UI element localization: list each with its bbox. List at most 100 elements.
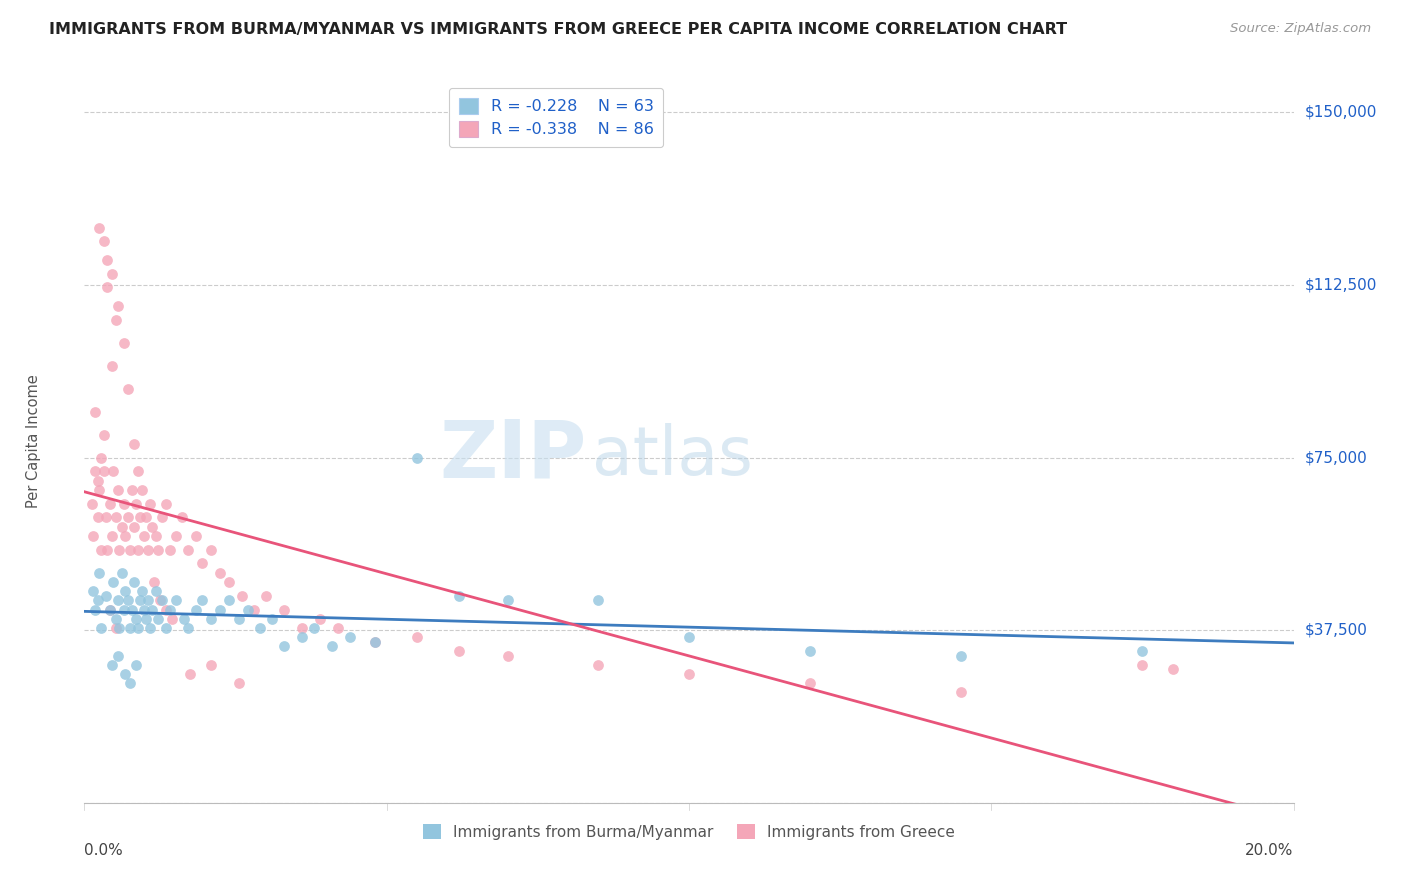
Point [131, 584, 153, 599]
Point [950, 685, 973, 699]
Point [291, 630, 314, 644]
Point [142, 574, 165, 589]
Point [80, 497, 103, 511]
Point [406, 450, 429, 465]
Point [117, 593, 139, 607]
Point [799, 644, 821, 658]
Point [100, 359, 122, 373]
Point [321, 640, 343, 654]
Point [186, 529, 208, 543]
Point [118, 621, 141, 635]
Point [100, 657, 122, 672]
Point [114, 667, 136, 681]
Point [172, 510, 194, 524]
Point [112, 602, 135, 616]
Text: 0.0%: 0.0% [84, 843, 124, 857]
Point [100, 267, 122, 281]
Point [118, 542, 141, 557]
Point [138, 621, 160, 635]
Point [588, 593, 610, 607]
Point [228, 612, 250, 626]
Point [122, 437, 145, 451]
Point [104, 612, 127, 626]
Text: 20.0%: 20.0% [1246, 843, 1294, 857]
Point [132, 529, 155, 543]
Point [165, 593, 187, 607]
Point [129, 510, 152, 524]
Point [236, 602, 259, 616]
Point [86, 593, 108, 607]
Point [90, 542, 112, 557]
Point [177, 621, 200, 635]
Point [159, 602, 181, 616]
Point [104, 621, 127, 635]
Point [122, 519, 145, 533]
Point [138, 497, 160, 511]
Point [98, 497, 121, 511]
Point [127, 621, 149, 635]
Point [136, 593, 159, 607]
Point [117, 510, 139, 524]
Point [950, 648, 973, 663]
Point [96, 252, 118, 267]
Text: IMMIGRANTS FROM BURMA/MYANMAR VS IMMIGRANTS FROM GREECE PER CAPITA INCOME CORREL: IMMIGRANTS FROM BURMA/MYANMAR VS IMMIGRA… [49, 22, 1067, 37]
Point [86, 474, 108, 488]
Point [228, 676, 250, 690]
Point [145, 529, 167, 543]
Point [129, 593, 152, 607]
Point [177, 542, 200, 557]
Point [678, 630, 700, 644]
Point [155, 621, 177, 635]
Point [135, 612, 157, 626]
Point [108, 621, 131, 635]
Point [496, 593, 519, 607]
Point [159, 542, 181, 557]
Point [309, 612, 332, 626]
Point [260, 612, 283, 626]
Text: Per Capita Income: Per Capita Income [27, 375, 41, 508]
Point [328, 621, 350, 635]
Point [82, 529, 104, 543]
Point [1132, 657, 1154, 672]
Point [678, 667, 700, 681]
Point [131, 483, 153, 497]
Point [121, 483, 143, 497]
Point [98, 602, 121, 616]
Point [291, 621, 314, 635]
Point [191, 593, 214, 607]
Point [118, 676, 141, 690]
Point [449, 589, 471, 603]
Point [103, 465, 125, 479]
Point [249, 621, 271, 635]
Point [1161, 662, 1184, 676]
Point [108, 542, 131, 557]
Point [84, 602, 107, 616]
Point [107, 299, 129, 313]
Point [200, 542, 222, 557]
Point [160, 612, 183, 626]
Point [1132, 644, 1154, 658]
Point [104, 510, 127, 524]
Point [173, 612, 195, 626]
Point [799, 676, 821, 690]
Point [84, 465, 107, 479]
Point [231, 589, 253, 603]
Point [406, 630, 429, 644]
Point [155, 602, 177, 616]
Point [145, 584, 167, 599]
Point [114, 584, 136, 599]
Point [218, 593, 240, 607]
Text: atlas: atlas [592, 423, 754, 489]
Text: $150,000: $150,000 [1305, 105, 1376, 120]
Point [107, 648, 129, 663]
Point [121, 602, 143, 616]
Point [117, 382, 139, 396]
Point [127, 542, 149, 557]
Point [146, 542, 169, 557]
Point [363, 634, 385, 648]
Text: Source: ZipAtlas.com: Source: ZipAtlas.com [1230, 22, 1371, 36]
Point [186, 602, 208, 616]
Point [125, 657, 148, 672]
Text: $37,500: $37,500 [1305, 623, 1368, 638]
Point [90, 621, 112, 635]
